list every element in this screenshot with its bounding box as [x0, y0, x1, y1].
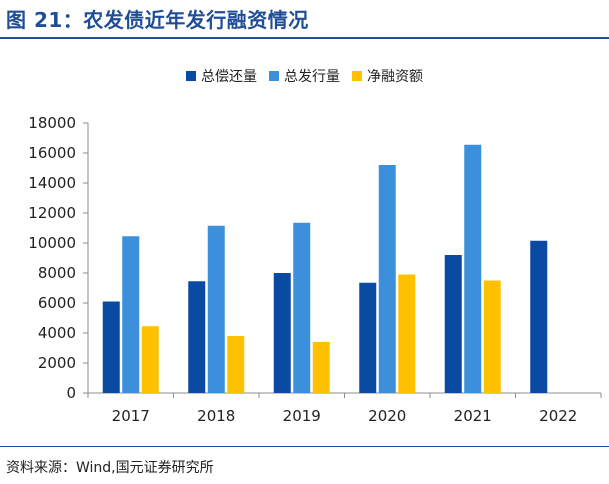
legend-label-issuance: 总发行量 [284, 69, 340, 85]
y-tick-label: 18000 [28, 114, 76, 132]
bar-repayment [102, 301, 120, 393]
figure-title: 图 21：农发债近年发行融资情况 [6, 8, 309, 32]
bar-repayment [444, 255, 462, 393]
legend-swatch-repayment [186, 71, 196, 81]
x-tick-label: 2017 [112, 407, 150, 425]
bar-issuance [122, 236, 140, 393]
x-tick-label: 2019 [283, 407, 321, 425]
bar-net-financing [227, 336, 245, 393]
chart-legend: 总偿还量 总发行量 净融资额 [0, 64, 609, 88]
legend-item-issuance: 总发行量 [269, 66, 340, 86]
bar-net-financing [312, 342, 330, 393]
bar-repayment [188, 281, 206, 393]
title-divider [0, 37, 609, 39]
source-note: 资料来源：Wind,国元证券研究所 [6, 460, 214, 476]
bar-repayment [530, 240, 548, 393]
x-tick-label: 2020 [368, 407, 406, 425]
bar-issuance [378, 165, 396, 393]
y-tick-label: 16000 [28, 144, 76, 162]
y-tick-label: 6000 [38, 294, 76, 312]
x-tick-label: 2018 [197, 407, 235, 425]
bar-issuance [207, 225, 225, 393]
bar-net-financing [398, 274, 416, 393]
bar-net-financing [483, 280, 501, 393]
y-tick-label: 0 [66, 384, 76, 402]
y-tick-label: 12000 [28, 204, 76, 222]
x-tick-label: 2022 [539, 407, 577, 425]
bar-repayment [359, 282, 377, 393]
legend-swatch-net-financing [352, 71, 362, 81]
legend-item-net-financing: 净融资额 [352, 66, 423, 86]
bar-issuance [293, 222, 311, 393]
x-tick-label: 2021 [454, 407, 492, 425]
bar-issuance [464, 144, 482, 393]
source-divider [0, 446, 609, 447]
bar-net-financing [141, 326, 159, 393]
y-tick-label: 8000 [38, 264, 76, 282]
legend-item-repayment: 总偿还量 [186, 66, 257, 86]
legend-label-repayment: 总偿还量 [201, 69, 257, 85]
y-tick-label: 14000 [28, 174, 76, 192]
bar-repayment [273, 273, 291, 393]
legend-label-net-financing: 净融资额 [367, 69, 423, 85]
y-tick-label: 2000 [38, 354, 76, 372]
y-tick-label: 4000 [38, 324, 76, 342]
legend-swatch-issuance [269, 71, 279, 81]
figure-title-bar: 图 21：农发债近年发行融资情况 [0, 0, 609, 40]
y-tick-label: 10000 [28, 234, 76, 252]
